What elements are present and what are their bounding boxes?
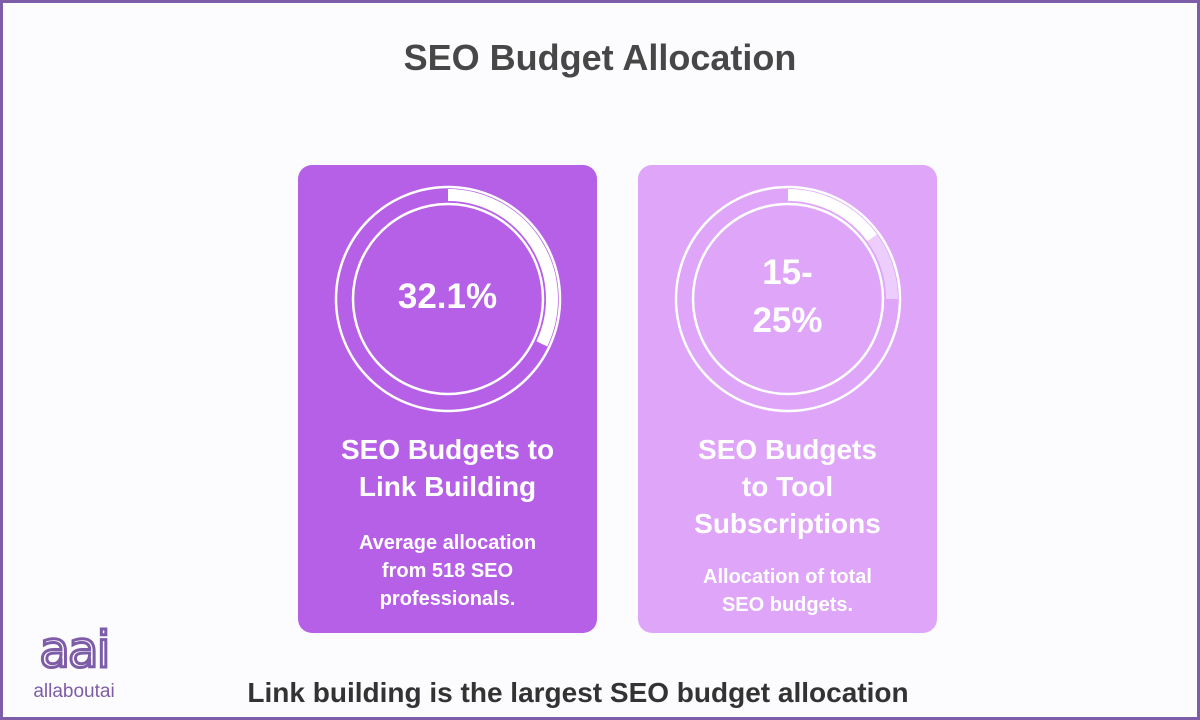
footer-text: Link building is the largest SEO budget … [247, 677, 909, 708]
ring-arc-range [867, 234, 898, 300]
stat-value: 32.1% [397, 277, 498, 316]
stat-value: 15-25% [752, 253, 823, 340]
ring [334, 185, 562, 413]
title: SEO Budget Allocation [403, 37, 797, 78]
card-description: Allocation of total SEO budgets. [703, 566, 872, 616]
logo-mark: aai [38, 620, 112, 681]
stat-card: 15-25% SEO Budgets to Tool Subscriptions… [638, 165, 937, 633]
card-description: Average allocation from 518 SEO professi… [358, 532, 537, 610]
ring-inner [691, 202, 885, 396]
logo-name: allaboutai [33, 681, 115, 702]
ring-outline [334, 185, 562, 413]
ring-outline [674, 185, 902, 413]
card-heading: SEO Budgets to Link Building [340, 434, 555, 502]
card-heading: SEO Budgets to Tool Subscriptions [694, 434, 881, 539]
ring-arc [447, 189, 558, 347]
stat-card: 32.1% SEO Budgets to Link Building Avera… [298, 165, 597, 633]
ring-arc [787, 189, 877, 242]
ring [674, 185, 902, 413]
ring-inner [351, 202, 545, 396]
